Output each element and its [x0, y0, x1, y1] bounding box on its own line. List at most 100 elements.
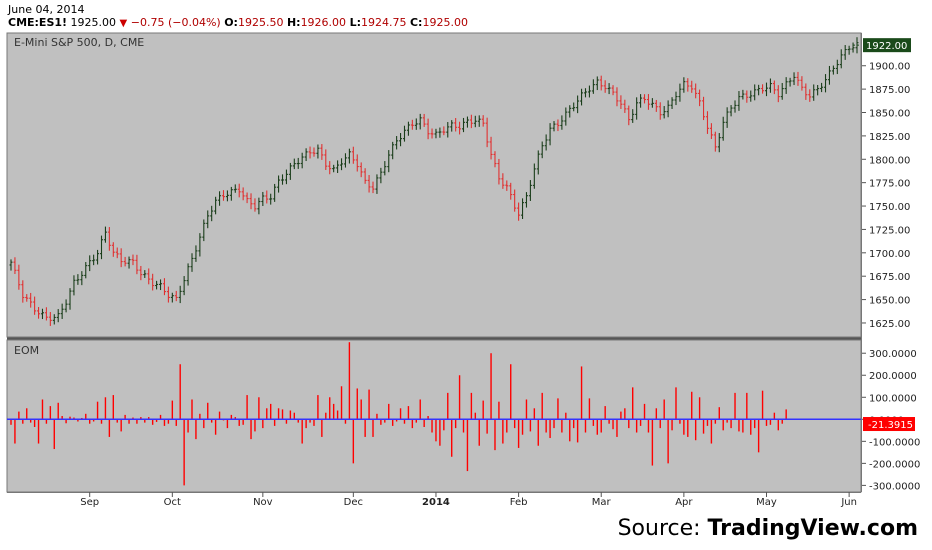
- price-bar: [320, 144, 324, 160]
- price-bar: [524, 192, 528, 208]
- price-bar: [816, 84, 820, 96]
- price-bar: [269, 193, 273, 205]
- time-axis-label: Jun: [840, 497, 857, 508]
- price-pane-title: E-Mini S&P 500, D, CME: [14, 36, 144, 49]
- price-bar: [363, 168, 367, 184]
- last-price-value: 1925.00: [70, 16, 117, 29]
- quote-line: CME:ES1! 1925.00 ▼ −0.75 (−0.04%) O:1925…: [8, 16, 468, 29]
- price-bar: [225, 190, 229, 202]
- price-bar: [646, 94, 650, 110]
- time-axis[interactable]: Sep Oct Nov Dec 2014 Feb Mar Apr May Jun: [7, 33, 862, 508]
- price-bar: [76, 274, 80, 285]
- price-bar: [107, 227, 111, 251]
- price-bar: [111, 242, 115, 257]
- down-arrow-icon: ▼: [119, 18, 128, 29]
- chart-canvas[interactable]: E-Mini S&P 500, D, CME 1625.00 1650.00 1675…: [0, 0, 932, 515]
- eom-pane-title: EOM: [14, 344, 39, 357]
- price-bar: [147, 268, 151, 285]
- source-brand: TradingView.com: [707, 516, 918, 541]
- price-bar: [68, 288, 72, 310]
- price-bar: [442, 126, 446, 136]
- price-bar: [666, 100, 670, 118]
- price-bar: [501, 173, 505, 189]
- eom-axis-label: -100.0000: [869, 437, 920, 448]
- price-bar: [639, 94, 643, 108]
- price-bar: [214, 196, 218, 215]
- price-bar: [721, 116, 725, 141]
- price-bar: [615, 87, 619, 107]
- price-bar: [784, 77, 788, 94]
- price-bar: [40, 308, 44, 320]
- time-axis-label: Dec: [344, 497, 363, 508]
- price-bar: [434, 128, 438, 139]
- price-bar: [831, 65, 835, 75]
- price-bar: [517, 202, 521, 221]
- price-bar: [273, 183, 277, 202]
- price-bar: [277, 175, 281, 193]
- price-bar: [100, 235, 104, 260]
- price-bar: [548, 123, 552, 146]
- low-value: 1924.75: [360, 16, 407, 29]
- price-bar: [324, 149, 328, 170]
- price-bar: [843, 45, 847, 60]
- eom-pane[interactable]: EOM-300.0000-200.0000-100.00000.0000100.…: [6, 339, 920, 493]
- price-bar: [729, 105, 733, 117]
- time-axis-label: Nov: [253, 497, 273, 508]
- symbol-label[interactable]: CME:ES1!: [8, 16, 68, 29]
- open-label: O:: [224, 16, 238, 29]
- price-bar: [717, 133, 721, 153]
- price-bar: [764, 82, 768, 97]
- source-prefix: Source:: [617, 516, 708, 541]
- price-pane[interactable]: E-Mini S&P 500, D, CME 1625.00 1650.00 1675…: [6, 32, 911, 340]
- price-bar: [670, 97, 674, 109]
- price-bar: [281, 174, 285, 185]
- price-bar: [631, 109, 635, 123]
- price-bar: [768, 78, 772, 93]
- price-axis-label: 1850.00: [869, 109, 910, 120]
- price-bar: [580, 88, 584, 106]
- price-bar: [151, 273, 155, 291]
- price-bar: [505, 180, 509, 191]
- price-bar: [347, 148, 351, 164]
- price-bar: [249, 193, 253, 210]
- price-bar: [422, 113, 426, 127]
- price-bar: [851, 42, 855, 53]
- price-bar: [835, 59, 839, 75]
- price-bar: [568, 105, 572, 118]
- price-bar: [753, 84, 757, 101]
- price-bar: [92, 254, 96, 266]
- price-bar: [375, 174, 379, 194]
- price-bar: [733, 100, 737, 113]
- price-bar: [359, 162, 363, 178]
- price-bar: [17, 264, 21, 290]
- price-bar: [776, 85, 780, 103]
- price-axis-label: 1625.00: [869, 319, 910, 330]
- close-value: 1925.00: [422, 16, 468, 29]
- price-axis-label: 1775.00: [869, 179, 910, 190]
- price-bar: [780, 82, 784, 100]
- price-bar: [473, 115, 477, 128]
- price-bar: [690, 80, 694, 93]
- price-bar: [450, 120, 454, 132]
- price-bar: [650, 98, 654, 108]
- price-bar: [143, 270, 147, 278]
- price-bar: [292, 158, 296, 170]
- price-bar: [166, 286, 170, 303]
- price-bar: [627, 105, 631, 126]
- price-bar: [607, 83, 611, 95]
- price-bar: [414, 118, 418, 130]
- price-bar: [37, 307, 41, 319]
- price-axis-label: 1800.00: [869, 155, 910, 166]
- price-bar: [481, 115, 485, 127]
- price-bar: [84, 262, 88, 279]
- price-bar: [206, 210, 210, 229]
- price-bar: [564, 107, 568, 126]
- price-bar: [513, 189, 517, 212]
- time-axis-label: Mar: [592, 497, 612, 508]
- price-bar: [328, 161, 332, 175]
- price-bar: [847, 45, 851, 55]
- price-bar: [654, 99, 658, 112]
- price-bar: [757, 84, 761, 96]
- price-bar: [119, 248, 123, 268]
- price-bar: [430, 128, 434, 139]
